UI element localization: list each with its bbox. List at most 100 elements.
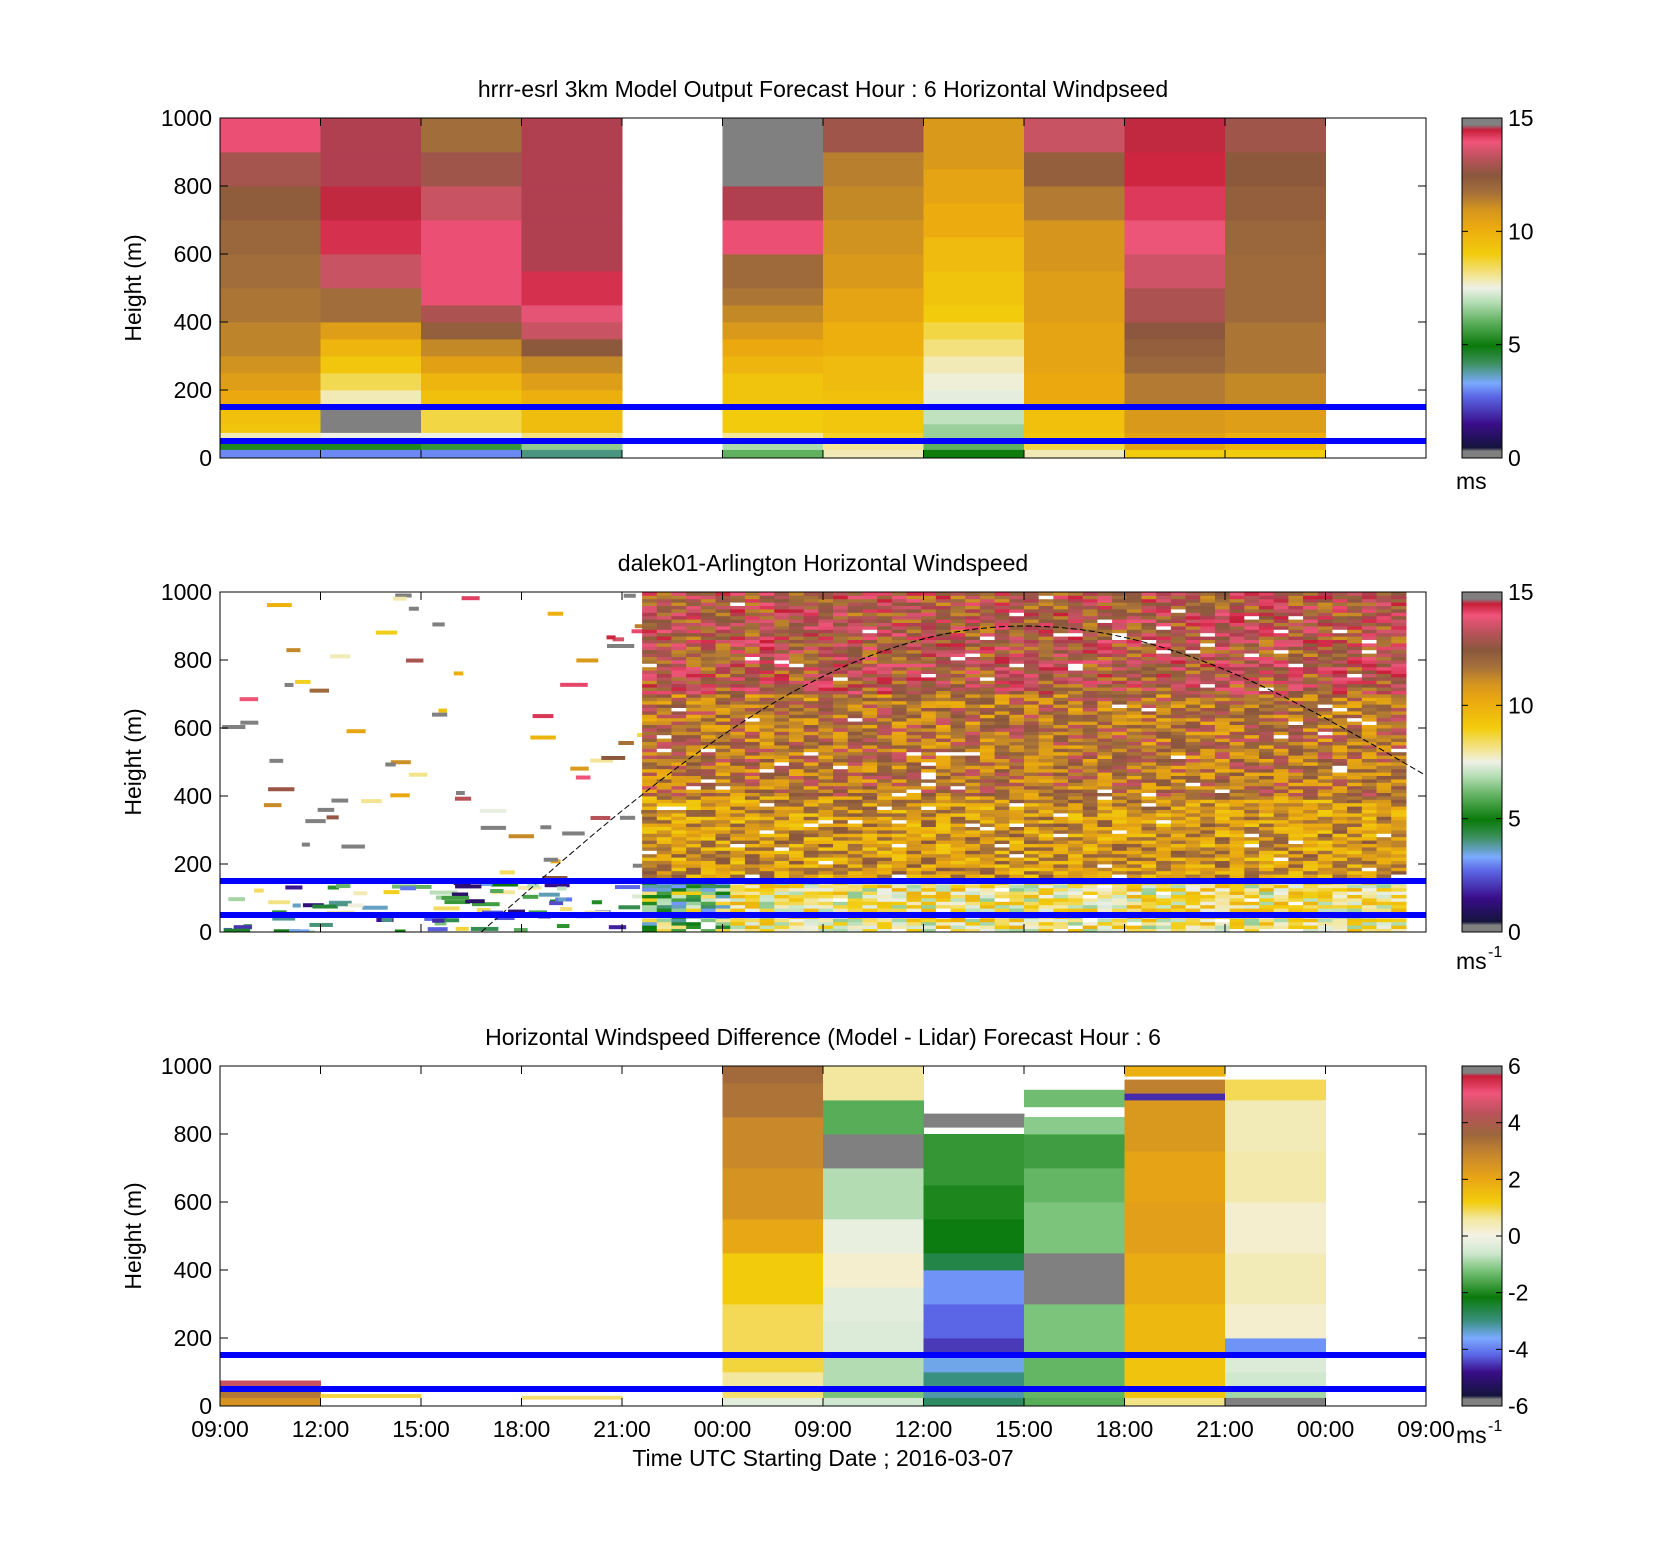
lidar-dense-cell bbox=[1097, 853, 1113, 858]
lidar-dense-cell bbox=[1170, 850, 1187, 855]
lidar-dense-cell bbox=[1126, 724, 1143, 729]
lidar-dense-cell bbox=[1156, 745, 1172, 749]
lidar-dense-cell bbox=[877, 830, 893, 834]
lidar-dense-cell bbox=[656, 643, 673, 647]
lidar-dense-cell bbox=[935, 840, 952, 844]
lidar-dense-cell bbox=[803, 853, 819, 858]
lidar-dense-cell bbox=[1024, 741, 1040, 746]
heatmap-cell bbox=[421, 373, 522, 391]
lidar-dense-cell bbox=[1273, 717, 1289, 722]
lidar-dense-cell bbox=[1068, 734, 1084, 739]
lidar-dense-cell bbox=[1244, 864, 1260, 868]
lidar-dense-cell bbox=[1097, 656, 1113, 661]
lidar-dense-cell bbox=[994, 901, 1010, 906]
lidar-dense-cell bbox=[1126, 598, 1143, 603]
lidar-dense-cell bbox=[671, 714, 687, 719]
lidar-dense-cell bbox=[950, 741, 966, 746]
lidar-dense-cell bbox=[1156, 728, 1172, 732]
lidar-dense-cell bbox=[1126, 646, 1143, 651]
lidar-dense-cell bbox=[1082, 609, 1099, 613]
lidar-dense-cell bbox=[877, 782, 893, 787]
lidar-dense-cell bbox=[715, 765, 731, 770]
lidar-dense-cell bbox=[1112, 792, 1128, 797]
heatmap-cell bbox=[421, 390, 522, 408]
lidar-dense-cell bbox=[715, 870, 731, 875]
lidar-dense-cell bbox=[1244, 762, 1260, 766]
lidar-dense-cell bbox=[774, 908, 790, 912]
lidar-dense-cell bbox=[1229, 768, 1245, 773]
lidar-dense-cell bbox=[1024, 874, 1040, 878]
lidar-dense-cell bbox=[730, 758, 746, 763]
lidar-dense-cell bbox=[1068, 850, 1084, 855]
lidar-dense-cell bbox=[1112, 796, 1128, 800]
lidar-sparse-cell bbox=[590, 815, 611, 820]
lidar-dense-cell bbox=[847, 775, 864, 780]
lidar-dense-cell bbox=[1200, 891, 1216, 895]
lidar-dense-cell bbox=[700, 918, 717, 923]
lidar-dense-cell bbox=[1244, 646, 1260, 651]
lidar-dense-cell bbox=[833, 605, 849, 610]
lidar-dense-cell bbox=[1038, 721, 1054, 725]
lidar-dense-cell bbox=[715, 748, 731, 753]
lidar-dense-cell bbox=[715, 796, 731, 800]
lidar-sparse-cell bbox=[312, 904, 338, 909]
lidar-dense-cell bbox=[1200, 745, 1216, 749]
lidar-dense-cell bbox=[833, 860, 849, 865]
heatmap-cell bbox=[823, 441, 924, 450]
lidar-dense-cell bbox=[979, 772, 996, 776]
lidar-dense-cell bbox=[656, 816, 673, 821]
lidar-dense-cell bbox=[1126, 864, 1143, 868]
lidar-dense-cell bbox=[803, 745, 819, 749]
lidar-dense-cell bbox=[1303, 843, 1319, 848]
lidar-dense-cell bbox=[891, 823, 908, 827]
lidar-dense-cell bbox=[1288, 799, 1304, 804]
lidar-dense-cell bbox=[1053, 809, 1069, 814]
lidar-dense-cell bbox=[774, 809, 790, 814]
lidar-dense-cell bbox=[965, 731, 981, 736]
lidar-dense-cell bbox=[1009, 622, 1025, 627]
lidar-dense-cell bbox=[1053, 653, 1069, 657]
lidar-dense-cell bbox=[730, 833, 746, 838]
lidar-dense-cell bbox=[1170, 823, 1187, 827]
lidar-dense-cell bbox=[1273, 847, 1289, 851]
lidar-dense-cell bbox=[715, 921, 731, 926]
lidar-dense-cell bbox=[1200, 724, 1216, 729]
lidar-dense-cell bbox=[715, 670, 731, 674]
lidar-dense-cell bbox=[788, 809, 805, 814]
lidar-dense-cell bbox=[715, 751, 731, 756]
lidar-dense-cell bbox=[1038, 680, 1054, 685]
lidar-dense-cell bbox=[1082, 717, 1099, 722]
lidar-dense-cell bbox=[862, 819, 878, 824]
lidar-dense-cell bbox=[1185, 700, 1201, 705]
lidar-dense-cell bbox=[1185, 738, 1201, 742]
lidar-dense-cell bbox=[965, 762, 981, 766]
lidar-dense-cell bbox=[671, 779, 687, 783]
lidar-dense-cell bbox=[803, 741, 819, 746]
lidar-dense-cell bbox=[671, 904, 687, 909]
lidar-dense-cell bbox=[1038, 894, 1054, 899]
lidar-sparse-cell bbox=[494, 916, 515, 921]
lidar-dense-cell bbox=[774, 772, 790, 776]
lidar-dense-cell bbox=[656, 904, 673, 909]
lidar-dense-cell bbox=[818, 823, 834, 827]
lidar-dense-cell bbox=[1097, 768, 1113, 773]
lidar-dense-cell bbox=[1141, 598, 1157, 603]
lidar-dense-cell bbox=[1053, 717, 1069, 722]
lidar-dense-cell bbox=[1126, 857, 1143, 861]
lidar-dense-cell bbox=[1141, 724, 1157, 729]
lidar-dense-cell bbox=[833, 649, 849, 654]
lidar-dense-cell bbox=[935, 779, 952, 783]
lidar-dense-cell bbox=[700, 694, 717, 698]
lidar-dense-cell bbox=[686, 928, 702, 932]
lidar-dense-cell bbox=[803, 724, 819, 729]
lidar-dense-cell bbox=[759, 615, 775, 620]
lidar-sparse-cell bbox=[295, 679, 311, 684]
lidar-dense-cell bbox=[1156, 714, 1172, 719]
lidar-dense-cell bbox=[788, 680, 805, 685]
lidar-dense-cell bbox=[1082, 683, 1099, 688]
lidar-dense-cell bbox=[642, 894, 658, 899]
lidar-dense-cell bbox=[1156, 904, 1172, 909]
lidar-dense-cell bbox=[686, 901, 702, 906]
lidar-dense-cell bbox=[847, 826, 864, 831]
lidar-dense-cell bbox=[1303, 928, 1319, 932]
